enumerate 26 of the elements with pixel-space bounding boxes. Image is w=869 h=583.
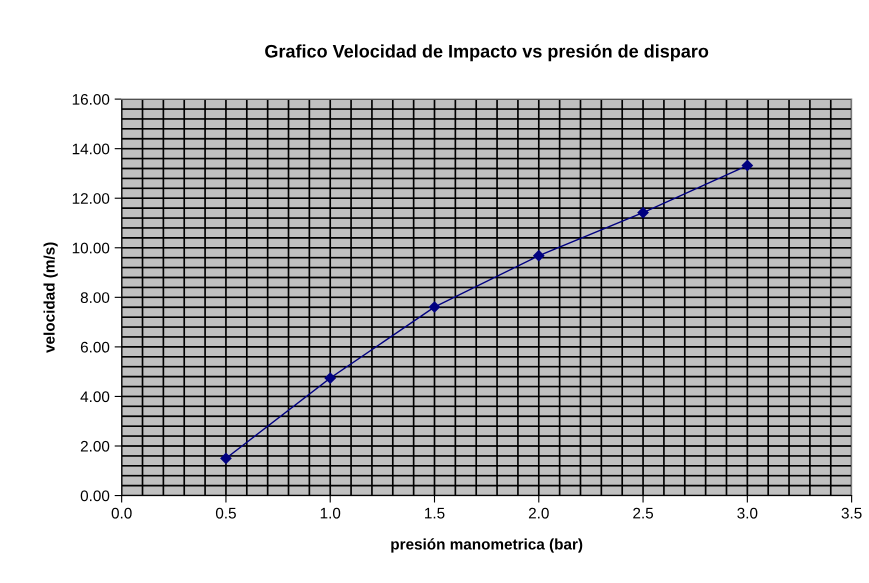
x-tick-label: 0.0: [112, 508, 132, 519]
point: [637, 206, 649, 218]
point: [324, 372, 336, 384]
point: [742, 160, 753, 172]
x-tick-label: 0.5: [216, 508, 236, 519]
x-tick-label: 2.0: [528, 508, 549, 519]
x-tick-label: 2.5: [633, 508, 654, 519]
y-tick-label: 14.00: [72, 144, 110, 154]
point: [533, 250, 544, 262]
point: [220, 452, 232, 464]
x-tick-label: 1.0: [320, 508, 340, 519]
x-tick-label: 1.5: [425, 508, 444, 519]
y-tick-label: 4.00: [80, 391, 110, 402]
x-axis-title: presión manometrica (bar): [391, 538, 582, 553]
point: [428, 301, 440, 313]
y-tick-label: 12.00: [72, 193, 110, 204]
y-tick-label: 8.00: [80, 292, 110, 304]
y-axis-title: velocidad (m/s): [43, 242, 58, 353]
y-tick-label: 10.00: [72, 242, 110, 254]
x-tick-label: 3.0: [737, 508, 758, 519]
y-tick-label: 2.00: [80, 440, 110, 452]
y-tick-label: 6.00: [80, 342, 110, 353]
x-tick-label: 3.5: [842, 508, 862, 519]
chart-title: Grafico Velocidad de Impacto vs presión de disparo: [265, 44, 708, 62]
y-tick-label: 16.00: [72, 94, 110, 105]
y-tick-label: 0.00: [80, 490, 110, 502]
